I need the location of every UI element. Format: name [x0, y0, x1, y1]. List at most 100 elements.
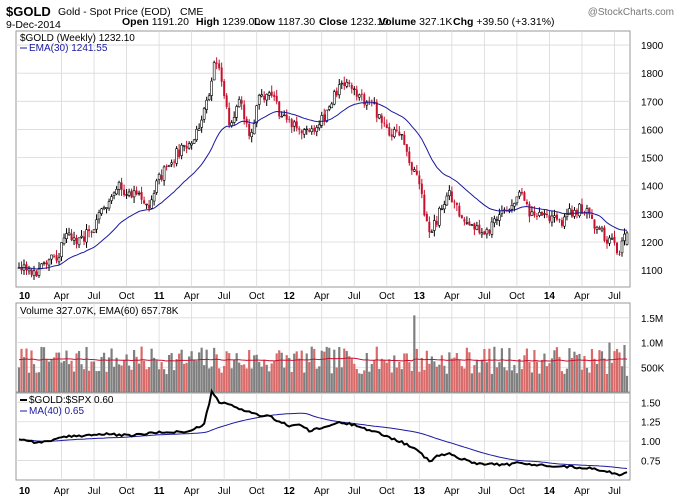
price-bar: [192, 138, 196, 144]
volume-bar: [218, 368, 221, 392]
volume-bar: [295, 351, 298, 392]
volume-bar: [385, 362, 388, 392]
price-bar: [473, 222, 476, 236]
price-bar: [60, 242, 63, 261]
price-bar: [485, 227, 489, 239]
volume-bar: [380, 358, 383, 392]
volume-bar: [65, 350, 68, 392]
volume-bar: [488, 348, 491, 392]
price-bar: [110, 194, 113, 204]
price-bar: [330, 101, 334, 109]
price-bar: [310, 125, 314, 135]
volume-bar: [240, 364, 243, 392]
price-bar: [545, 210, 548, 218]
price-bar: [610, 233, 614, 241]
price-bar: [360, 89, 363, 101]
ratio-y-axis: 0.75 1.00 1.25 1.50: [641, 398, 661, 467]
price-bar: [267, 90, 271, 100]
price-bar: [343, 76, 346, 90]
volume-bar: [568, 348, 571, 392]
volume-bar: [45, 359, 48, 392]
volume-bar: [120, 365, 123, 392]
price-bar: [625, 231, 629, 246]
price-bar: [543, 210, 546, 219]
instrument-name: Gold - Spot Price (EOD): [58, 6, 171, 18]
price-bar: [42, 261, 46, 266]
volume-bar: [400, 369, 403, 392]
volume-bar: [35, 372, 38, 392]
price-bar: [257, 93, 261, 110]
volume-bar: [408, 362, 411, 392]
ratio-panel-frame: [15, 392, 631, 481]
price-bar: [413, 166, 416, 173]
volume-bar: [150, 348, 153, 392]
price-bar: [443, 200, 446, 214]
price-bar: [30, 268, 33, 278]
price-bar: [200, 115, 203, 133]
volume-bar: [135, 356, 138, 392]
price-bar: [408, 146, 411, 166]
volume-bar: [558, 356, 561, 392]
volume-bar: [583, 355, 586, 392]
volume-bar: [95, 371, 98, 392]
volume-bar: [335, 367, 338, 392]
price-bar: [332, 89, 336, 106]
volume-bar: [72, 371, 76, 392]
price-bar: [88, 225, 91, 238]
price-bar: [180, 143, 183, 160]
x-tick-label: Oct: [379, 486, 395, 497]
volume-bar: [508, 347, 511, 392]
price-bar: [535, 212, 538, 220]
volume-bar: [258, 361, 261, 392]
volume-bar: [100, 356, 103, 392]
price-bar: [185, 140, 188, 154]
price-bar: [550, 211, 554, 227]
x-tick-label: Jul: [608, 291, 621, 302]
volume-bar: [145, 369, 148, 392]
volume-bar: [450, 358, 453, 392]
x-tick-label: Jul: [218, 486, 231, 497]
volume-bar: [183, 363, 186, 392]
price-bar: [50, 254, 53, 265]
price-bar: [355, 85, 358, 101]
price-bar: [380, 113, 383, 129]
price-bar: [445, 192, 449, 206]
ratio-legend: $GOLD:$SPX 0.60 MA(40) 0.65: [20, 395, 114, 417]
price-grid: [16, 31, 630, 287]
x-tick-label: 13: [414, 486, 426, 497]
ratio-tick-label: 0.75: [641, 457, 661, 468]
volume-legend: Volume 327.07K, EMA(60) 657.78K: [20, 306, 179, 317]
price-bar: [167, 164, 171, 168]
price-bar: [618, 250, 621, 256]
volume-bar: [543, 353, 546, 392]
volume-bar: [560, 371, 564, 392]
price-bar: [27, 265, 31, 275]
x-tick-label: Jul: [348, 486, 361, 497]
volume-bar: [365, 352, 368, 392]
price-bar: [243, 100, 246, 125]
volume-bar: [308, 362, 311, 392]
volume-bar: [178, 353, 181, 392]
price-bar: [623, 228, 626, 246]
price-bar: [300, 129, 303, 140]
price-bar: [105, 207, 108, 214]
volume-bar: [130, 369, 133, 392]
volume-bar: [85, 346, 88, 392]
volume-bar: [418, 371, 421, 392]
volume-bar: [213, 347, 216, 392]
volume-bar: [235, 353, 238, 392]
price-bars: [17, 57, 629, 280]
price-bar: [475, 221, 479, 231]
volume-bar: [32, 364, 36, 392]
volume-bar: [608, 342, 611, 392]
price-y-axis: 1100 1200 1300 1400 1500 1600 1700 1800 1900: [641, 41, 664, 277]
price-bar: [525, 199, 528, 206]
volume-bar: [445, 373, 448, 392]
price-bar: [488, 229, 491, 236]
volume-bar: [278, 350, 281, 392]
price-bar: [228, 102, 231, 129]
volume-bar: [298, 358, 301, 392]
x-tick-label: Jul: [478, 486, 491, 497]
volume-bar: [243, 364, 246, 392]
price-bar: [605, 236, 608, 249]
